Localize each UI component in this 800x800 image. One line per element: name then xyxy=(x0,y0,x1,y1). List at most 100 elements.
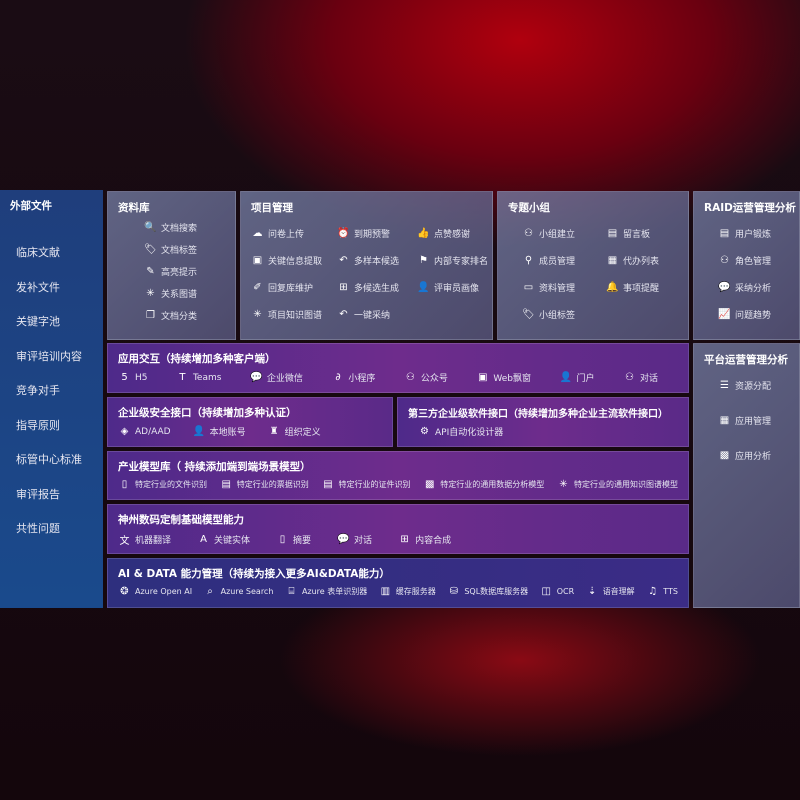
aidata-item[interactable]: ⛁ SQL数据库服务器 xyxy=(447,586,529,597)
group-icon: ⚇ xyxy=(720,255,729,266)
industry-item[interactable]: ▤ 特定行业的票据识别 xyxy=(220,479,309,490)
app-item[interactable]: ⚇ 对话 xyxy=(623,371,658,384)
xiangmu-item[interactable]: ▣ 关键信息提取 xyxy=(251,254,337,267)
window-icon: ▣ xyxy=(478,372,488,383)
raid-item[interactable]: ⚇ 角色管理 xyxy=(718,254,789,267)
zhuanti-item[interactable]: 🔔 事项提醒 xyxy=(606,281,686,294)
form-icon: ⌸ xyxy=(288,586,295,597)
item-label: 用户锻炼 xyxy=(735,230,772,240)
xiangmu-item[interactable]: ⚑ 内部专家排名 xyxy=(417,254,497,267)
dc-item[interactable]: 文机器翻译 xyxy=(118,532,172,547)
sidebar-item[interactable]: 审评培训内容 xyxy=(16,349,82,363)
raid-item[interactable]: ▤ 用户锻炼 xyxy=(718,227,789,240)
tag-icon: 🏷 xyxy=(522,309,535,320)
thumbs-up-icon: 👍 xyxy=(417,228,430,239)
item-label: 多样本候选 xyxy=(354,257,400,267)
ziliaoku-item[interactable]: 🏷 文档标签 xyxy=(144,243,225,256)
graph-icon: ✳ xyxy=(146,288,155,299)
security-item[interactable]: ◈ AD/AAD xyxy=(118,425,171,438)
apps-icon: ▦ xyxy=(719,415,730,426)
aidata-item[interactable]: ⌸ Azure 表单识别器 xyxy=(285,586,367,597)
zhuanti-item[interactable]: ⚲ 成员管理 xyxy=(522,254,606,267)
xiangmu-item[interactable]: ☁ 问卷上传 xyxy=(251,227,337,240)
raid-item[interactable]: 💬 采纳分析 xyxy=(718,281,789,294)
sidebar-item[interactable]: 指导原则 xyxy=(16,418,60,432)
doc-stack-icon: ❐ xyxy=(146,310,155,321)
app-item[interactable]: 5 H5 xyxy=(118,371,148,384)
sidebar-item[interactable]: 标管中心标准 xyxy=(16,453,82,467)
zhuanti-item[interactable]: ▦ 代办列表 xyxy=(606,254,686,267)
aidata-item[interactable]: ❂ Azure Open AI xyxy=(118,586,192,597)
app-item[interactable]: T Teams xyxy=(176,371,221,384)
industry-item[interactable]: ✳ 特定行业的通用知识图谱模型 xyxy=(557,479,678,490)
industry-item[interactable]: ▤ 特定行业的证件识别 xyxy=(322,479,410,490)
aidata-item[interactable]: ⌕ Azure Search xyxy=(204,586,273,597)
xiangmu-item[interactable]: ✐ 回复库维护 xyxy=(251,281,337,294)
xiangmu-item[interactable]: ⊞ 多候选生成 xyxy=(337,281,417,294)
platform-item[interactable]: ▦ 应用管理 xyxy=(718,414,789,427)
ziliaoku-item[interactable]: ✎ 高亮提示 xyxy=(144,265,225,278)
xiangmu-item[interactable]: 👍 点赞感谢 xyxy=(417,227,497,240)
platform-item[interactable]: ☰ 资源分配 xyxy=(718,379,789,392)
sidebar-external-files: 外部文件 临床文献 发补文件 关键字池 审评培训内容 竞争对手 指导原则 标管中心标准 审评报… xyxy=(0,190,103,608)
dc-item[interactable]: 💬 对话 xyxy=(337,532,372,547)
chart-icon: ▩ xyxy=(719,450,730,461)
item-label: 语音理解 xyxy=(602,587,635,596)
panel-title: 专题小组 xyxy=(508,202,550,214)
sidebar-item[interactable]: 竞争对手 xyxy=(16,384,60,398)
item-label: 门户 xyxy=(576,374,595,384)
zhuanti-item[interactable]: 🏷 小组标签 xyxy=(522,308,606,321)
dc-item[interactable]: A 关键实体 xyxy=(197,532,250,547)
aidata-item[interactable]: ♫ TTS xyxy=(646,586,678,597)
aidata-item[interactable]: ◫ OCR xyxy=(540,586,574,597)
panel-title: 资料库 xyxy=(118,202,150,214)
raid-item[interactable]: 📈 问题趋势 xyxy=(718,308,789,321)
item-label: 公众号 xyxy=(420,374,448,384)
industry-item[interactable]: ▯ 特定行业的文件识别 xyxy=(118,479,207,490)
aidata-item[interactable]: ▥ 缓存服务器 xyxy=(379,586,436,597)
app-item[interactable]: 💬 企业微信 xyxy=(250,371,303,384)
item-label: 小程序 xyxy=(348,374,376,384)
xiangmu-item[interactable]: ✳ 项目知识图谱 xyxy=(251,308,337,321)
sidebar-item[interactable]: 审评报告 xyxy=(16,487,60,501)
dc-item[interactable]: ▯ 摘要 xyxy=(276,532,311,547)
user-icon: 👤 xyxy=(192,426,206,437)
aidata-item[interactable]: ⇣ 语音理解 xyxy=(586,586,635,597)
xiangmu-item[interactable]: 👤 评审员画像 xyxy=(417,281,497,294)
ziliaoku-item[interactable]: 🔍 文档搜索 xyxy=(144,221,225,234)
thirdparty-item[interactable]: ⚙ API自动化设计器 xyxy=(418,425,503,438)
sidebar-item[interactable]: 发补文件 xyxy=(16,280,60,294)
app-item[interactable]: ▣ Web飘窗 xyxy=(476,371,531,384)
app-item[interactable]: ∂ 小程序 xyxy=(331,371,375,384)
platform-item[interactable]: ▩ 应用分析 xyxy=(718,449,789,462)
sidebar-item[interactable]: 临床文献 xyxy=(16,246,60,260)
bbs-icon: ▤ xyxy=(607,228,618,239)
sidebar-item[interactable]: 共性问题 xyxy=(16,522,60,536)
xiangmu-item[interactable]: ⏰ 到期预警 xyxy=(337,227,417,240)
item-label: H5 xyxy=(135,372,148,383)
xiangmu-item[interactable]: ↶ 一键采纳 xyxy=(337,308,417,321)
ziliaoku-item[interactable]: ❐ 文档分类 xyxy=(144,309,225,322)
html5-icon: 5 xyxy=(121,372,128,383)
item-label: 评审员画像 xyxy=(434,284,480,294)
diamond-icon: ◈ xyxy=(120,426,129,437)
panel-dc: 神州数码定制基础模型能力 文机器翻译 A 关键实体 ▯ 摘要 💬 对话 ⊞ 内容合成 xyxy=(107,504,689,554)
item-label: Azure 表单识别器 xyxy=(301,587,368,596)
security-item[interactable]: ♜ 组织定义 xyxy=(268,425,321,438)
zhuanti-item[interactable]: ▭ 资料管理 xyxy=(522,281,606,294)
dc-item[interactable]: ⊞ 内容合成 xyxy=(398,532,451,547)
item-label: 成员管理 xyxy=(539,257,576,267)
security-item[interactable]: 👤 本地账号 xyxy=(193,425,246,438)
xiangmu-item[interactable]: ↶ 多样本候选 xyxy=(337,254,417,267)
app-item[interactable]: ⚇ 公众号 xyxy=(404,371,448,384)
zhuanti-item[interactable]: ▤ 留言板 xyxy=(606,227,686,240)
sidebar-item[interactable]: 关键字池 xyxy=(16,315,60,329)
app-item[interactable]: 👤 门户 xyxy=(559,371,595,384)
industry-item[interactable]: ▩ 特定行业的通用数据分析模型 xyxy=(423,479,544,490)
item-label: 文档标签 xyxy=(161,246,198,256)
item-label: AD/AAD xyxy=(135,426,171,437)
user-add-icon: ⚲ xyxy=(524,255,533,266)
ziliaoku-item[interactable]: ✳ 关系图谱 xyxy=(144,287,225,300)
item-label: Teams xyxy=(192,372,222,383)
zhuanti-item[interactable]: ⚇ 小组建立 xyxy=(522,227,606,240)
